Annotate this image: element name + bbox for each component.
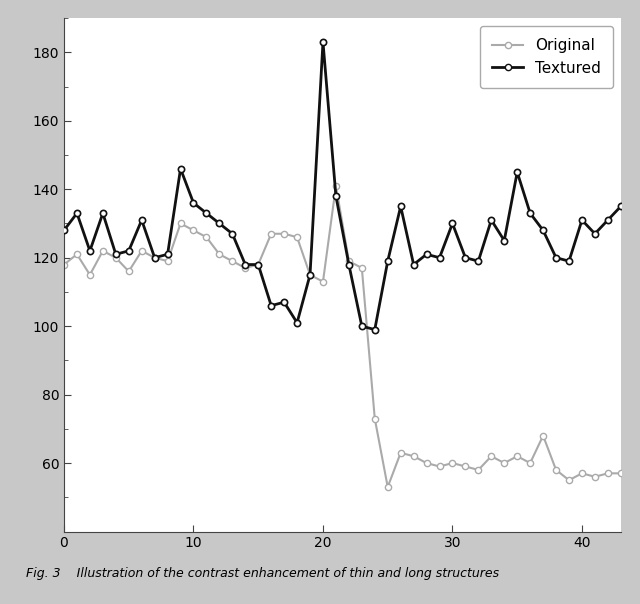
- Text: Fig. 3    Illustration of the contrast enhancement of thin and long structures: Fig. 3 Illustration of the contrast enha…: [26, 567, 499, 580]
- Legend: Original, Textured: Original, Textured: [480, 26, 613, 88]
